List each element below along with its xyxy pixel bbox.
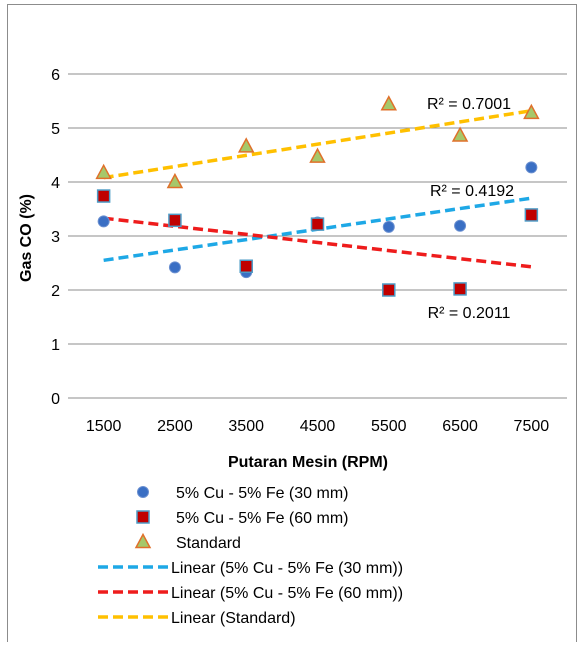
point-s1-5500: [382, 283, 396, 297]
y-tick-4: 4: [51, 175, 60, 192]
point-s1-6500: [453, 282, 467, 296]
point-s2-2500: [166, 172, 184, 189]
point-s1-7500: [524, 208, 539, 222]
point-s0-7500: [525, 161, 538, 174]
y-axis-title: Gas CO (%): [18, 194, 35, 282]
trend-line-2: [103, 108, 532, 180]
r2-label-1: R² = 0.2011: [428, 305, 511, 322]
x-tick-7500: 7500: [514, 418, 550, 435]
y-tick-labels: 0 1 2 3 4 5 6: [51, 67, 60, 408]
point-s1-2500: [168, 213, 182, 228]
point-s2-7500: [523, 103, 540, 120]
chart-frame: [7, 4, 577, 642]
point-s0-5500: [382, 220, 395, 233]
point-s0-1500: [97, 215, 110, 228]
y-tick-5: 5: [51, 121, 60, 138]
point-s2-5500: [380, 95, 398, 111]
point-s2-6500: [451, 126, 469, 142]
y-tick-2: 2: [51, 283, 60, 300]
point-s1-4500: [310, 217, 325, 231]
legend-marker-2: [134, 532, 152, 549]
y-tick-1: 1: [51, 337, 60, 354]
point-s0-2500: [168, 261, 181, 274]
grid-lines: [68, 73, 567, 399]
x-tick-2500: 2500: [157, 418, 193, 435]
legend-label-1: 5% Cu - 5% Fe (60 mm): [176, 510, 348, 527]
chart-frame-right-edge: [576, 4, 577, 642]
x-tick-4500: 4500: [300, 418, 336, 435]
point-s0-6500: [454, 219, 467, 232]
data-points: [95, 95, 540, 297]
x-tick-3500: 3500: [228, 418, 264, 435]
legend-trend-label-1: Linear (5% Cu - 5% Fe (60 mm)): [171, 585, 403, 602]
x-axis-title: Putaran Mesin (RPM): [228, 454, 388, 471]
legend-label-2: Standard: [176, 535, 241, 552]
y-tick-6: 6: [51, 67, 60, 84]
legend-marker-1: [136, 510, 150, 524]
point-s2-4500: [309, 147, 326, 163]
legend-marker-0: [137, 486, 149, 498]
trend-line-1: [103, 216, 532, 269]
point-s1-3500: [239, 259, 253, 273]
r2-labels: R² = 0.4192 R² = 0.2011 R² = 0.7001: [427, 96, 514, 322]
r2-label-0: R² = 0.4192: [430, 183, 514, 200]
x-tick-labels: 1500 2500 3500 4500 5500 6500 7500: [86, 418, 549, 435]
x-tick-1500: 1500: [86, 418, 122, 435]
legend-label-0: 5% Cu - 5% Fe (30 mm): [176, 485, 348, 502]
legend-trend-label-2: Linear (Standard): [171, 610, 296, 627]
point-s1-1500: [96, 189, 111, 203]
point-s2-3500: [237, 137, 255, 153]
x-tick-5500: 5500: [371, 418, 407, 435]
point-s2-1500: [95, 163, 112, 180]
x-tick-6500: 6500: [442, 418, 478, 435]
legend: 5% Cu - 5% Fe (30 mm) 5% Cu - 5% Fe (60 m…: [98, 485, 403, 627]
legend-trend-label-0: Linear (5% Cu - 5% Fe (30 mm)): [171, 560, 403, 577]
y-tick-3: 3: [51, 229, 60, 246]
r2-label-2: R² = 0.7001: [427, 96, 511, 113]
y-tick-0: 0: [51, 391, 60, 408]
